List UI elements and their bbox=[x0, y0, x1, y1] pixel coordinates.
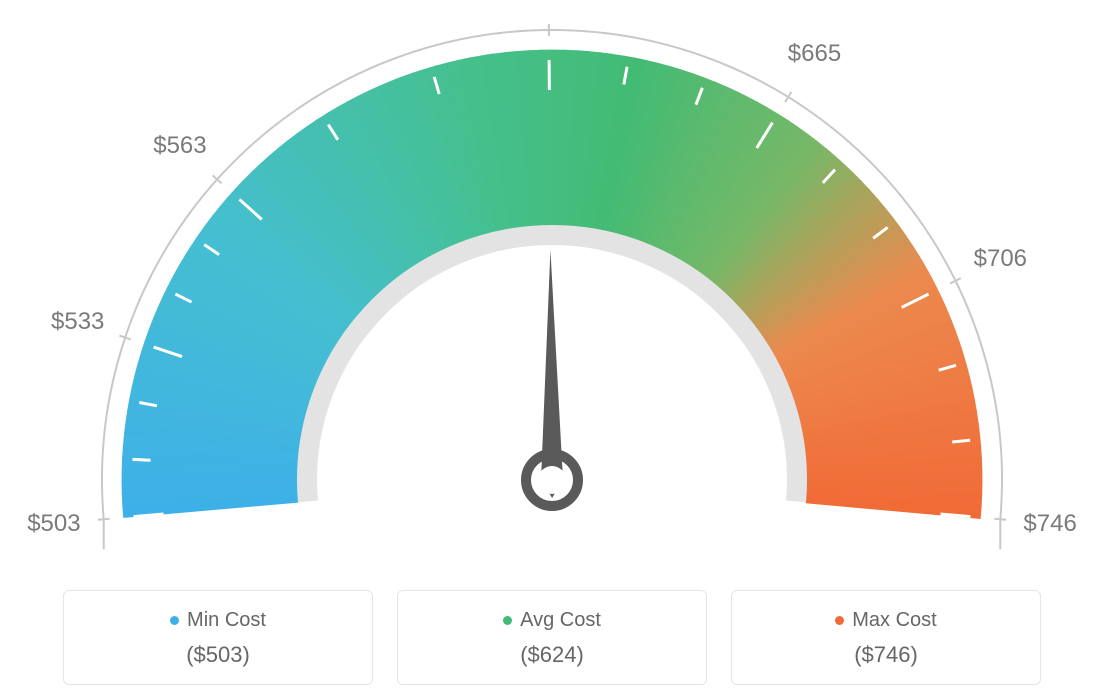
gauge-tick-label: $665 bbox=[788, 40, 841, 68]
gauge-tick-label: $503 bbox=[27, 510, 80, 538]
legend-row: Min Cost ($503) Avg Cost ($624) Max Cost… bbox=[50, 590, 1054, 685]
cost-gauge: $503$533$563$624$665$706$746 bbox=[0, 0, 1104, 560]
gauge-svg bbox=[0, 0, 1104, 560]
legend-value-min: ($503) bbox=[74, 642, 362, 668]
gauge-tick-label: $746 bbox=[1023, 510, 1076, 538]
legend-label-avg: Avg Cost bbox=[520, 609, 601, 632]
legend-title-max: Max Cost bbox=[835, 609, 936, 632]
legend-card-min: Min Cost ($503) bbox=[63, 590, 373, 685]
legend-dot-avg bbox=[503, 616, 512, 625]
legend-card-avg: Avg Cost ($624) bbox=[397, 590, 707, 685]
gauge-tick-label: $533 bbox=[51, 308, 104, 336]
legend-label-min: Min Cost bbox=[187, 609, 266, 632]
legend-card-max: Max Cost ($746) bbox=[731, 590, 1041, 685]
legend-dot-max bbox=[835, 616, 844, 625]
legend-dot-min bbox=[170, 616, 179, 625]
legend-title-min: Min Cost bbox=[170, 609, 266, 632]
legend-title-avg: Avg Cost bbox=[503, 609, 601, 632]
legend-label-max: Max Cost bbox=[852, 609, 936, 632]
gauge-tick-label: $706 bbox=[974, 245, 1027, 273]
legend-value-max: ($746) bbox=[742, 642, 1030, 668]
gauge-tick-label: $563 bbox=[153, 132, 206, 160]
legend-value-avg: ($624) bbox=[408, 642, 696, 668]
